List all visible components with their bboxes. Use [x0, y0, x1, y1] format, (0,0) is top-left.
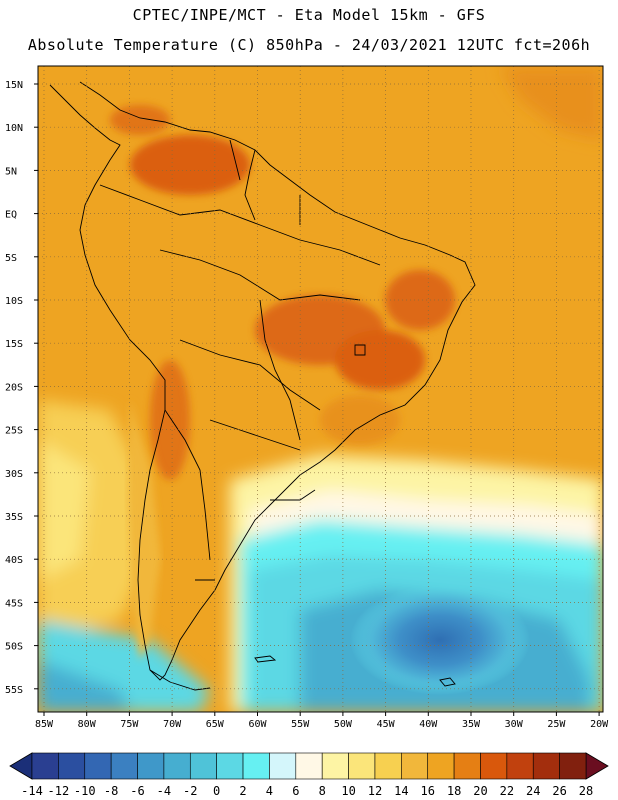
- colorbar-high-arrow: [585, 752, 609, 780]
- colorbar-tick-label: 24: [526, 784, 540, 798]
- lon-label: 85W: [35, 719, 54, 730]
- colorbar-tick-label: 12: [368, 784, 382, 798]
- lon-label: 60W: [248, 719, 267, 730]
- map-frame: [37, 65, 604, 713]
- lat-label: 10S: [5, 296, 23, 307]
- colorbar-tick-label: 18: [447, 784, 461, 798]
- lat-label: 20S: [5, 382, 23, 393]
- colorbar-tick-label: -2: [183, 784, 197, 798]
- colorbar-swatch: [110, 752, 138, 780]
- lon-label: 75W: [120, 719, 139, 730]
- lon-label: 70W: [163, 719, 182, 730]
- lat-label: 15N: [5, 80, 23, 91]
- lon-label: 30W: [505, 719, 524, 730]
- cold-core: [350, 585, 530, 695]
- lon-label: 35W: [462, 719, 481, 730]
- lon-label: 50W: [334, 719, 353, 730]
- colorbar-tick-label: -12: [48, 784, 70, 798]
- title-line-1: CPTEC/INPE/MCT - Eta Model 15km - GFS: [132, 6, 486, 24]
- lat-label: 15S: [5, 339, 23, 350]
- longitude-labels: 85W 80W 75W 70W 65W 60W 55W 50W 45W 40W 35W 30W 25W 2…: [35, 712, 609, 730]
- colorbar-tick-label: -14: [21, 784, 43, 798]
- colorbar-swatch: [137, 752, 165, 780]
- colorbar-swatch: [401, 752, 429, 780]
- colorbar-tick-label: 6: [292, 784, 299, 798]
- lon-label: 80W: [78, 719, 97, 730]
- colorbar-swatch: [321, 752, 349, 780]
- colorbar-tick-label: 16: [420, 784, 434, 798]
- colorbar-tick-label: -10: [74, 784, 96, 798]
- colorbar-tick-label: 28: [579, 784, 593, 798]
- lat-label: 25S: [5, 426, 23, 437]
- lat-label: 35S: [5, 512, 23, 523]
- colorbar-tick-label: 8: [319, 784, 326, 798]
- lon-label: 20W: [590, 719, 609, 730]
- colorbar-swatch: [348, 752, 376, 780]
- lon-label: 25W: [547, 719, 566, 730]
- temperature-field: [38, 66, 603, 712]
- lat-label: 45S: [5, 598, 23, 609]
- colorbar-swatch: [216, 752, 244, 780]
- lon-label: 55W: [291, 719, 310, 730]
- lon-label: 65W: [206, 719, 225, 730]
- latitude-labels: 15N 10N 5N EQ 5S 10S 15S 20S 25S 30S 35S 40S 45S 50S 5…: [5, 80, 38, 696]
- colorbar-swatch: [58, 752, 86, 780]
- lat-label: EQ: [5, 210, 17, 221]
- colorbar-swatch: [269, 752, 297, 780]
- lon-label: 45W: [377, 719, 396, 730]
- colorbar-swatch: [242, 752, 270, 780]
- colorbar-swatch: [427, 752, 455, 780]
- colorbar-tick-label: 2: [239, 784, 246, 798]
- colorbar-swatch: [163, 752, 191, 780]
- colorbar-tick-label: -8: [104, 784, 118, 798]
- lat-label: 40S: [5, 555, 23, 566]
- colorbar-swatch: [559, 752, 587, 780]
- lat-label: 10N: [5, 123, 23, 134]
- coastlines: [49, 81, 476, 691]
- colorbar-tick-label: 4: [266, 784, 273, 798]
- colorbar-swatch: [453, 752, 481, 780]
- lat-label: 5N: [5, 166, 17, 177]
- colorbar-swatch: [374, 752, 402, 780]
- colorbar-tick-label: 22: [500, 784, 514, 798]
- colorbar-tick-label: -4: [157, 784, 171, 798]
- colorbar-swatch: [84, 752, 112, 780]
- lon-label: 40W: [419, 719, 438, 730]
- colorbar-swatch: [189, 752, 217, 780]
- colorbar-tick-label: 14: [394, 784, 408, 798]
- lat-label: 55S: [5, 685, 23, 696]
- colorbar-tick-label: 0: [213, 784, 220, 798]
- lat-label: 5S: [5, 253, 17, 264]
- colorbar-swatch: [480, 752, 508, 780]
- colorbar-tick-label: 20: [473, 784, 487, 798]
- colorbar-tick-label: 10: [341, 784, 355, 798]
- colorbar-tick-label: -6: [130, 784, 144, 798]
- colorbar-swatch: [31, 752, 59, 780]
- title-line-2: Absolute Temperature (C) 850hPa - 24/03/…: [27, 36, 591, 54]
- colorbar-tick-label: 26: [552, 784, 566, 798]
- colorbar-low-arrow: [9, 752, 33, 780]
- lat-label: 30S: [5, 469, 23, 480]
- colorbar: -14 -12 -10 -8 -6 -4 -2 0 2 4 6 8 10 12 14 16 18 20 22 24 26…: [9, 752, 609, 798]
- colorbar-swatch: [532, 752, 560, 780]
- colorbar-swatch: [506, 752, 534, 780]
- colorbar-swatch: [295, 752, 323, 780]
- lat-label: 50S: [5, 642, 23, 653]
